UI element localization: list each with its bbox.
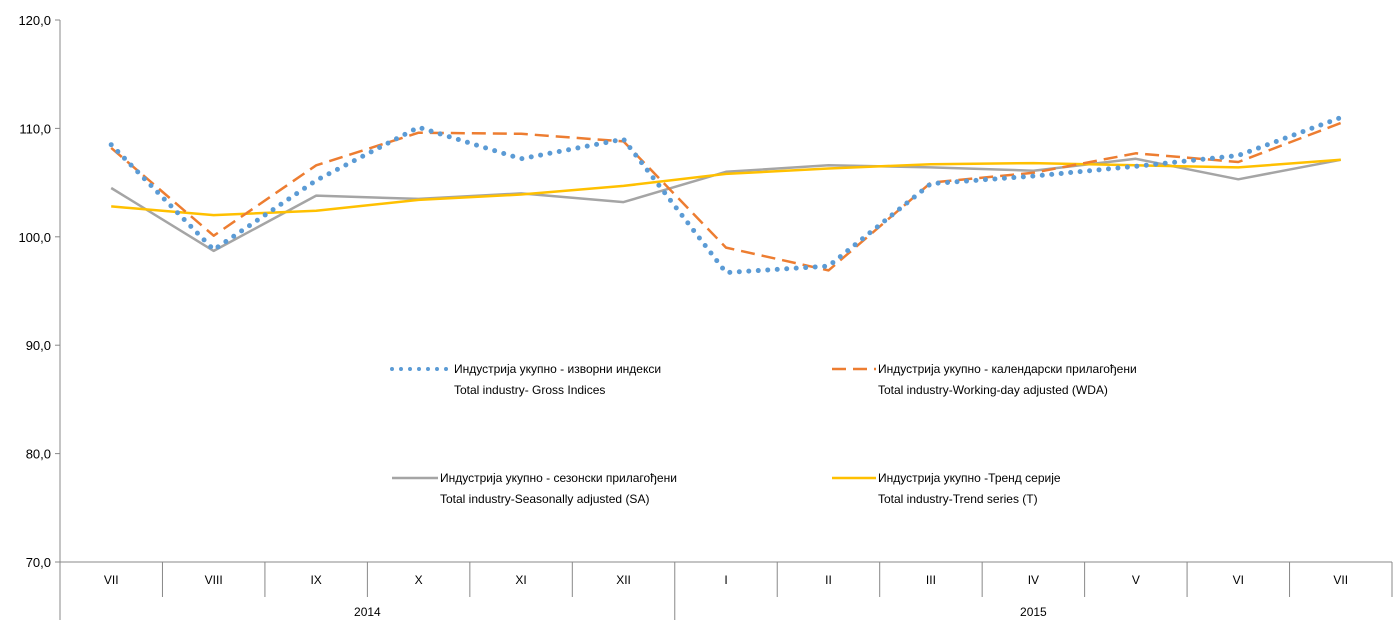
legend-label-trend-line1: Индустрија укупно -Тренд серије [878, 471, 1061, 485]
x-tick-label: XI [515, 573, 526, 587]
x-tick-label: II [825, 573, 832, 587]
y-tick-label: 110,0 [19, 121, 51, 136]
x-tick-label: VIII [205, 573, 223, 587]
x-tick-label: X [415, 573, 423, 587]
y-tick-label: 90,0 [26, 338, 51, 353]
series-line-wda [110, 121, 1342, 272]
legend-item-wda: Индустрија укупно - календарски прилагођ… [832, 362, 1137, 397]
series-line-gross [108, 115, 1344, 276]
legend-item-sa: Индустрија укупно - сезонски прилагођени… [392, 471, 677, 506]
x-tick-label: VII [104, 573, 119, 587]
y-tick-label: 80,0 [26, 447, 51, 462]
series-layer [108, 115, 1344, 276]
y-tick-label: 120,0 [18, 13, 51, 28]
legend-label-gross-line2: Total industry- Gross Indices [454, 383, 605, 397]
y-tick-label: 100,0 [18, 230, 51, 245]
legend: Индустрија укупно - изворни индекси Tota… [390, 362, 1137, 506]
x-tick-label: I [724, 573, 727, 587]
legend-item-trend: Индустрија укупно -Тренд серије Total in… [832, 471, 1061, 506]
x-tick-label: V [1132, 573, 1140, 587]
legend-label-sa-line1: Индустрија укупно - сезонски прилагођени [440, 471, 677, 485]
legend-item-gross: Индустрија укупно - изворни индекси Tota… [390, 362, 661, 397]
legend-label-wda-line1: Индустрија укупно - календарски прилагођ… [878, 362, 1137, 376]
series-line-sa [110, 157, 1342, 253]
x-tick-label: IX [310, 573, 321, 587]
x-group-label: 2014 [354, 605, 381, 619]
legend-label-wda-line2: Total industry-Working-day adjusted (WDA… [878, 383, 1108, 397]
x-tick-label: IV [1028, 573, 1039, 587]
legend-label-gross-line1: Индустрија укупно - изворни индекси [454, 362, 661, 376]
x-group-label: 2015 [1020, 605, 1047, 619]
x-tick-label: VI [1233, 573, 1244, 587]
y-tick-label: 70,0 [26, 555, 51, 570]
x-tick-label: III [926, 573, 936, 587]
x-tick-label: VII [1333, 573, 1348, 587]
legend-label-trend-line2: Total industry-Trend series (T) [878, 492, 1038, 506]
x-tick-label: XII [616, 573, 631, 587]
legend-label-sa-line2: Total industry-Seasonally adjusted (SA) [440, 492, 649, 506]
